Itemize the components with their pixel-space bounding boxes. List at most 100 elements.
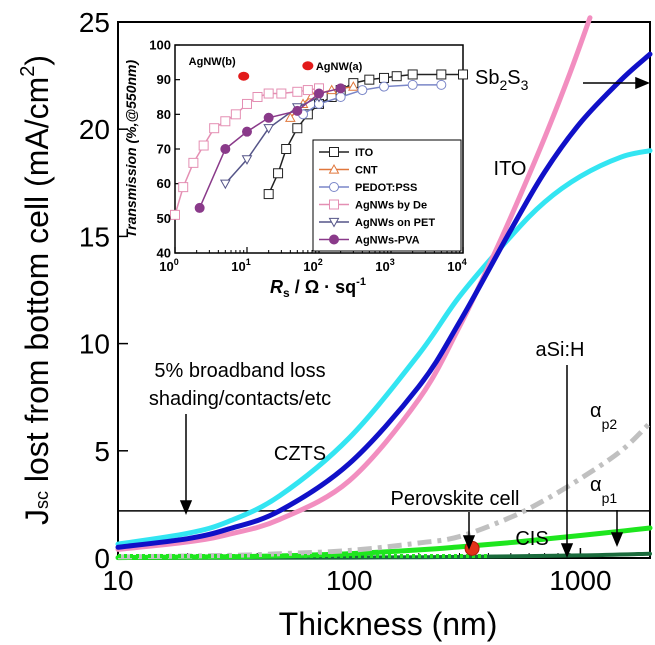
inset-marker-ito xyxy=(391,71,402,82)
alpha-p1-base: α xyxy=(590,474,602,496)
inset-marker-agnws-by-de xyxy=(242,98,252,109)
inset-marker-agnws-by-de xyxy=(178,182,189,193)
inset-x-tick-base: 10 xyxy=(447,259,461,274)
main-y-tick-label: 25 xyxy=(79,7,110,38)
series-line-cis xyxy=(115,525,653,561)
inset-x-tick-exp: 0 xyxy=(174,257,179,267)
inset-y-axis-title: Transmission (%,@550nm) xyxy=(123,59,139,238)
main-x-axis-title: Thickness (nm) xyxy=(279,606,498,642)
inset-x-tick-label: 104 xyxy=(447,257,466,274)
inset-y-tick-label: 60 xyxy=(157,176,171,191)
inset-y-tick-label: 50 xyxy=(157,211,171,226)
inset-y-tick-label: 40 xyxy=(157,246,171,261)
legend-swatch-marker-agnws-on-pet xyxy=(328,217,340,228)
sb2s3-sub1: 2 xyxy=(499,77,507,93)
annotation-alpha-p2: αp2 xyxy=(590,400,617,432)
inset-marker-ito xyxy=(263,189,274,200)
main-y-tick-label: 0 xyxy=(94,543,110,574)
inset-marker-ito xyxy=(292,123,303,134)
inset-x-tick-label: 102 xyxy=(303,257,322,274)
series-line-asi-h xyxy=(117,421,652,560)
inset-x-tick-exp: 3 xyxy=(390,257,395,267)
annotation-broadband-2: shading/contacts/etc xyxy=(149,388,331,410)
inset-marker-cnt xyxy=(284,112,296,122)
inset-x-tick-exp: 1 xyxy=(246,257,251,267)
legend-swatch-marker-pedot-pss xyxy=(329,182,339,192)
inset-legend: ITO CNT PEDOT:PSS AgNWs by De AgNWs on PET Ag… xyxy=(312,139,462,252)
inset-marker-pedot-pss xyxy=(407,79,418,90)
main-series xyxy=(115,15,653,561)
inset-y-tick-label: 90 xyxy=(157,72,171,87)
inset-series: AgNW(b) AgNW(a) xyxy=(170,56,468,220)
inset-x-tick-exp: 2 xyxy=(318,257,323,267)
inset-marker-agnws-pva xyxy=(194,202,205,213)
inset-y-tick-label: 80 xyxy=(157,107,171,122)
inset-marker-pedot-pss xyxy=(335,92,346,102)
inset-marker-ito xyxy=(436,69,447,80)
inset-marker-agnws-pva xyxy=(220,144,231,154)
y-title-sub: sc xyxy=(32,491,52,509)
inset-marker-agnws-by-de xyxy=(230,109,241,120)
sb2s3-sb: Sb xyxy=(475,67,499,89)
inset-marker-pedot-pss xyxy=(379,81,390,92)
series-line-czts xyxy=(115,15,593,552)
series-line-ito xyxy=(115,148,653,547)
inset-x-tick-label: 103 xyxy=(375,257,394,274)
series-line-sb2s3 xyxy=(115,51,653,550)
sb2s3-s: S xyxy=(507,67,520,89)
inset-y-tick-label: 100 xyxy=(149,38,171,53)
main-y-tick-label: 15 xyxy=(79,221,110,252)
inset-marker-agnws-on-pet xyxy=(219,179,231,190)
legend-label-agnws-pva: AgNWs-PVA xyxy=(355,235,420,247)
inset-marker-ito xyxy=(281,144,292,154)
inset-marker-agnws-pva xyxy=(292,105,303,116)
main-x-tick-label: 10 xyxy=(102,565,133,596)
arrow-sb2s3-head xyxy=(635,76,650,90)
inset-x-r: R xyxy=(270,277,283,297)
legend-label-agnws-on-pet: AgNWs on PET xyxy=(355,217,435,229)
inset-marker-cnt xyxy=(348,81,359,91)
inset-marker-agnws-by-de xyxy=(252,92,263,102)
inset-marker-agnws-by-de xyxy=(276,88,287,99)
inset-x-rest: / Ω · sq xyxy=(290,277,356,297)
legend-swatch-marker-agnws-pva xyxy=(329,234,339,245)
inset-x-sub: s xyxy=(283,286,290,300)
inset-marker-pedot-pss xyxy=(357,85,368,96)
legend-swatch-marker-cnt xyxy=(328,163,340,174)
main-x-tick-label: 100 xyxy=(326,565,373,596)
annotation-perovskite: Perovskite cell xyxy=(391,488,520,510)
legend-label-agnws-by-de: AgNWs by De xyxy=(355,200,427,212)
legend-swatch-marker-ito xyxy=(329,147,339,157)
inset-marker-ito xyxy=(407,69,418,80)
inset-marker-agnws-by-de xyxy=(170,209,180,220)
y-title-sup: 2 xyxy=(17,66,39,77)
annotation-asih: aSi:H xyxy=(536,339,585,361)
inset-marker-agnws-on-pet xyxy=(241,155,253,165)
inset-marker-ito xyxy=(364,74,375,85)
annotation-cis: CIS xyxy=(515,528,548,550)
inset-y-tick-label: 70 xyxy=(157,142,171,157)
inset-legend-box xyxy=(312,139,462,252)
inset-marker-agnws-by-de xyxy=(209,123,220,134)
inset-x-tick-base: 10 xyxy=(375,259,389,274)
annotation-alpha-p1: αp1 xyxy=(590,474,617,506)
inset-marker-agnws-pva xyxy=(242,126,252,137)
arrow-perovskite-head xyxy=(462,535,476,550)
arrow-alpha-p1-head xyxy=(610,532,624,547)
inset-marker-ito xyxy=(458,69,468,80)
annotation-broadband-1: 5% broadband loss xyxy=(154,360,325,382)
main-y-tick-label: 20 xyxy=(79,114,110,145)
alpha-p2-sub: p2 xyxy=(602,416,618,432)
inset-marker-ito xyxy=(379,72,390,83)
inset-point-label-agnw-a: AgNW(a) xyxy=(316,61,363,73)
inset-point-agnw-a xyxy=(302,61,314,71)
inset-marker-agnws-by-de xyxy=(198,140,209,151)
annotation-ito: ITO xyxy=(494,158,527,180)
legend-swatch-marker-agnws-by-de xyxy=(329,199,339,210)
inset-x-tick-base: 10 xyxy=(303,259,317,274)
inset-marker-agnws-by-de xyxy=(188,157,199,168)
inset-marker-agnws-by-de xyxy=(302,85,313,96)
legend-label-ito: ITO xyxy=(355,147,374,159)
